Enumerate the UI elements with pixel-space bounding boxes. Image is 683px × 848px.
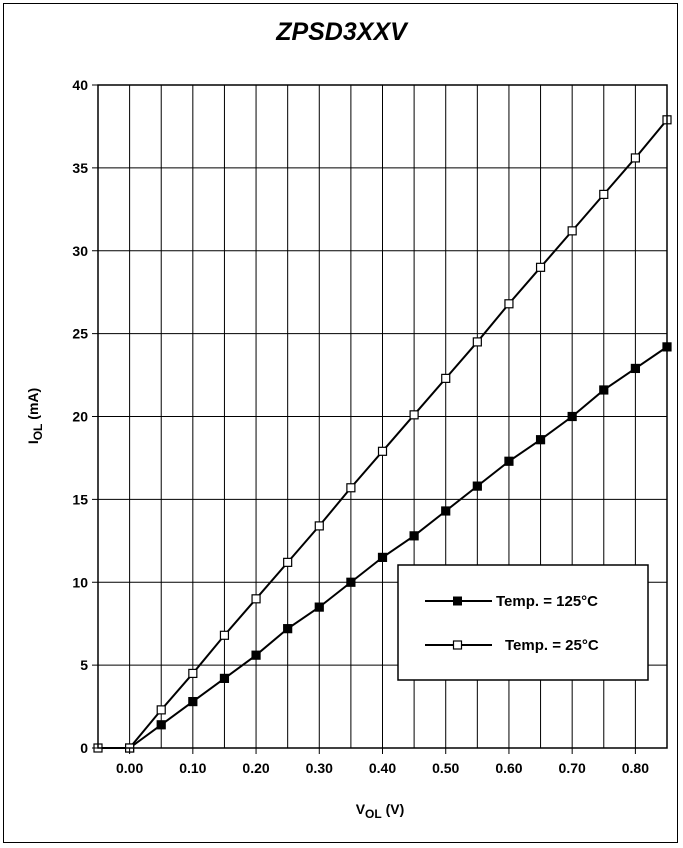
chart-title: ZPSD3XXV (276, 18, 407, 46)
x-tick-label: 0.50 (432, 760, 459, 776)
y-tick-labels: 0 5 10 15 20 25 30 35 40 (72, 77, 98, 756)
x-axis-title-main: V (356, 801, 366, 817)
data-point-open-square (314, 521, 324, 531)
data-point-open-square (188, 668, 198, 679)
series-layer (93, 115, 672, 753)
data-point-filled-square (314, 602, 324, 612)
data-point-open-square (346, 483, 356, 493)
data-point-filled-square (283, 624, 293, 634)
y-axis-title-main: I (25, 440, 41, 444)
x-tick-label: 0.20 (242, 760, 269, 776)
data-point-open-square (504, 299, 514, 309)
data-point-filled-square (346, 577, 356, 587)
data-point-filled-square (567, 411, 577, 422)
data-point-filled-square (535, 435, 546, 445)
y-axis-title-subscript: OL (31, 424, 45, 441)
data-point-open-square (567, 226, 577, 236)
data-point-open-square (377, 446, 388, 456)
y-tick-label: 20 (72, 409, 88, 425)
x-axis-title-subscript: OL (365, 807, 382, 821)
x-tick-label: 0.40 (369, 760, 396, 776)
legend-marker-filled-square (453, 596, 462, 606)
y-tick-label: 15 (72, 491, 88, 507)
data-point-filled-square (441, 506, 451, 516)
y-tick-label: 30 (72, 243, 88, 259)
data-point-open-square (409, 410, 419, 420)
series-125c (125, 342, 672, 753)
data-point-open-square (630, 153, 640, 163)
x-tick-label: 0.60 (495, 760, 522, 776)
x-tick-label: 0.10 (179, 760, 206, 776)
legend-label-125c: Temp. = 125°C (496, 593, 598, 610)
data-point-filled-square (630, 363, 640, 374)
data-point-open-square (535, 262, 546, 272)
legend-item-125c: Temp. = 125°C (425, 593, 598, 610)
legend-box (397, 564, 649, 681)
x-tick-label: 0.70 (559, 760, 586, 776)
data-point-filled-square (377, 552, 388, 562)
series-line (129, 346, 668, 749)
y-axis-title: IOL (mA) (25, 388, 45, 444)
chart-frame (3, 3, 678, 843)
x-tick-label: 0.00 (116, 760, 143, 776)
y-tick-label: 40 (72, 77, 88, 93)
data-point-open-square (599, 189, 609, 199)
data-point-filled-square (219, 673, 230, 683)
legend-item-25c: Temp. = 25°C (425, 637, 599, 654)
data-point-filled-square (156, 720, 166, 730)
y-tick-label: 10 (72, 574, 88, 590)
data-point-open-square (472, 337, 482, 347)
y-tick-label: 35 (72, 160, 88, 176)
legend-marker-open-square (452, 640, 463, 650)
data-point-filled-square (251, 650, 261, 660)
x-axis-title: VOL (V) (356, 801, 405, 821)
y-tick-label: 5 (80, 657, 88, 673)
data-point-open-square (441, 373, 451, 383)
data-point-open-square (251, 594, 261, 604)
x-axis-title-unit: (V) (382, 801, 405, 817)
data-point-filled-square (504, 456, 514, 466)
data-point-filled-square (599, 385, 609, 395)
data-point-filled-square (409, 531, 419, 541)
data-point-open-square (283, 557, 293, 567)
data-point-open-square (156, 705, 166, 715)
y-tick-label: 0 (80, 740, 88, 756)
legend: Temp. = 125°C Temp. = 25°C (397, 564, 649, 681)
data-point-filled-square (188, 696, 198, 707)
y-tick-label: 25 (72, 326, 88, 342)
y-axis-title-unit: (mA) (25, 388, 41, 424)
x-tick-label: 0.30 (306, 760, 333, 776)
data-point-open-square (219, 630, 230, 640)
legend-label-25c: Temp. = 25°C (505, 637, 599, 654)
x-tick-labels: 0.00 0.10 0.20 0.30 0.40 0.50 0.60 0.70 0.80 (116, 748, 649, 776)
data-point-filled-square (472, 481, 482, 491)
x-tick-label: 0.80 (622, 760, 649, 776)
